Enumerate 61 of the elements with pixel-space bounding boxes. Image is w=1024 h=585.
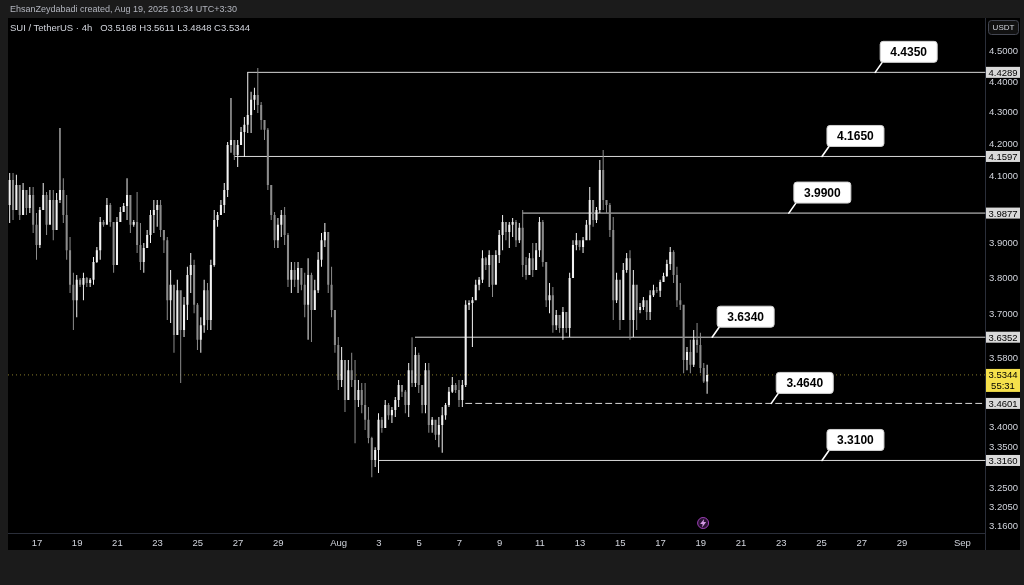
x-tick-label: 7: [456, 536, 463, 548]
candlestick: [206, 283, 209, 330]
y-tick-label: 3.1600: [988, 519, 1019, 531]
annotation: 3.4640: [786, 375, 824, 390]
x-tick-label: 21: [112, 536, 123, 548]
y-tick-label: 3.9000: [988, 237, 1019, 249]
chart-title: SUI / TetherUS · 4h: [10, 21, 93, 33]
y-tick-label: 3.5800: [988, 352, 1019, 364]
data-label: 3.6352: [988, 331, 1018, 343]
candlestick: [548, 283, 551, 314]
y-axis-title: USDT: [992, 23, 1015, 32]
data-label: 4.4289: [988, 66, 1018, 78]
data-label: 3.4601: [988, 397, 1018, 409]
annotation: 4.1650: [837, 128, 875, 143]
x-tick-label: 27: [856, 536, 868, 548]
x-tick-label: 21: [735, 536, 747, 548]
y-tick-label: 3.3500: [988, 441, 1019, 453]
candlestick: [471, 296, 474, 347]
x-tick-label: 15: [615, 536, 626, 548]
x-tick-label: 13: [574, 536, 586, 548]
text: EhsanZeydabadi created, Aug 19, 2025 10:34 UTC+3:30: [10, 4, 237, 14]
candlestick: [491, 255, 494, 297]
data-label: 3.3160: [988, 454, 1018, 466]
x-tick-label: 9: [497, 536, 503, 548]
x-tick-label: 17: [31, 536, 43, 548]
x-tick-label: Sep: [953, 536, 971, 548]
annotation: 3.3100: [837, 432, 875, 447]
x-tick-label: Aug: [330, 536, 348, 548]
candlestick: [434, 419, 437, 440]
annotation: 3.9900: [803, 185, 842, 200]
text: 55:31: [991, 380, 1015, 392]
y-tick-label: 3.2500: [988, 481, 1019, 493]
x-tick-label: 25: [816, 536, 827, 548]
y-tick-label: 4.3000: [988, 106, 1019, 118]
annotation: 3.6340: [727, 309, 765, 324]
candlestick: [377, 413, 380, 474]
x-tick-label: 11: [534, 536, 545, 548]
y-tick-label: 3.8000: [988, 272, 1019, 284]
x-tick-label: 27: [232, 536, 244, 548]
data-label: 3.9877: [988, 207, 1018, 219]
ref-line-label: 3.5344: [988, 369, 1018, 381]
x-tick-label: 23: [776, 536, 787, 548]
x-tick-label: 5: [416, 536, 422, 548]
annotation: 4.4350: [890, 44, 928, 59]
x-tick-label: 23: [152, 536, 163, 548]
y-tick-label: 3.2050: [988, 500, 1019, 512]
y-tick-label: 4.2000: [988, 138, 1019, 150]
x-tick-label: 29: [273, 536, 284, 548]
y-tick-label: 3.4000: [988, 421, 1019, 433]
x-tick-label: 17: [655, 536, 666, 548]
y-tick-label: 4.5000: [988, 45, 1019, 57]
data-label: 4.1597: [988, 150, 1018, 162]
y-tick-label: 4.1000: [988, 170, 1019, 182]
x-tick-label: 19: [695, 536, 707, 548]
x-tick-label: 25: [192, 536, 204, 548]
chart-subtitle: O3.5168 H3.5611 L3.4848 C3.5344: [100, 21, 251, 33]
y-tick-label: 4.4000: [988, 75, 1019, 87]
y-tick-label: 3.7000: [988, 308, 1019, 320]
x-tick-label: 19: [71, 536, 83, 548]
x-tick-label: 29: [896, 536, 908, 548]
x-tick-label: 3: [376, 536, 382, 548]
